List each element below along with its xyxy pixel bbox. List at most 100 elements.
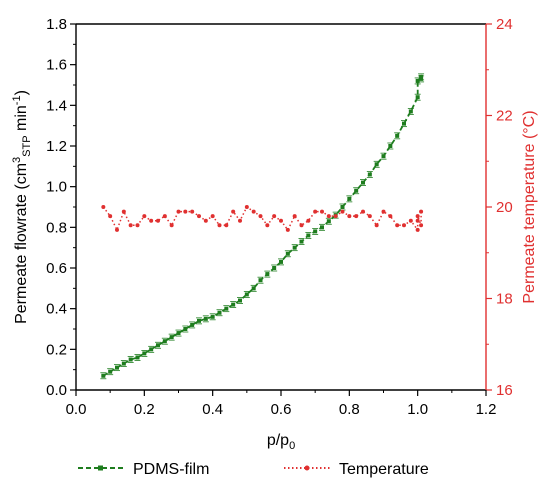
data-point-temperature	[101, 205, 106, 209]
data-point-temperature	[149, 218, 154, 223]
data-point-pdms-film	[395, 133, 400, 138]
data-point-temperature	[408, 218, 413, 223]
data-point-pdms-film	[419, 74, 424, 79]
legend-marker-pdms-film	[98, 465, 103, 471]
x-axis-label: p/p0	[267, 432, 295, 452]
y-right-axis-label: Permeate temperature (°C)	[521, 110, 538, 303]
data-point-temperature	[374, 223, 379, 228]
data-point-temperature	[326, 214, 331, 219]
data-point-pdms-film	[156, 343, 160, 348]
data-point-pdms-film	[285, 251, 290, 256]
x-ticks: 0.0 0.2 0.4 0.6 0.8 1.0 1.2	[66, 390, 496, 418]
data-point-pdms-film	[142, 351, 147, 356]
series-layer	[100, 73, 425, 380]
data-point-temperature	[285, 227, 290, 232]
data-point-temperature	[169, 223, 174, 228]
data-point-pdms-film	[402, 121, 406, 126]
data-point-pdms-film	[292, 245, 297, 250]
data-point-temperature	[162, 214, 167, 219]
data-point-pdms-film	[388, 144, 393, 148]
left-y-tick-label: 0.4	[46, 301, 67, 318]
data-point-pdms-film	[313, 229, 318, 234]
data-point-pdms-film	[354, 188, 359, 193]
data-point-temperature	[415, 218, 420, 223]
data-point-pdms-film	[320, 225, 324, 230]
data-point-temperature	[361, 209, 365, 214]
data-point-temperature	[244, 205, 249, 209]
data-point-temperature	[415, 227, 420, 232]
x-label-main: p/p	[267, 432, 289, 449]
data-point-temperature	[313, 209, 318, 214]
data-point-temperature	[419, 209, 424, 214]
right-y-tick-label: 22	[496, 108, 513, 125]
right-y-tick-label: 18	[496, 291, 513, 308]
legend: PDMS-film Temperature	[78, 461, 429, 478]
y-left-label-part-b: min	[13, 105, 30, 135]
data-point-pdms-film	[258, 278, 263, 283]
data-point-temperature	[347, 214, 352, 219]
data-point-temperature	[367, 214, 372, 219]
data-point-temperature	[121, 209, 126, 214]
data-point-pdms-film	[361, 180, 365, 185]
left-y-tick-label: 1.2	[46, 138, 67, 155]
plot-frame-group	[75, 23, 487, 391]
data-point-temperature	[265, 223, 270, 228]
data-point-temperature	[320, 209, 324, 214]
legend-label-temperature: Temperature	[339, 461, 429, 478]
legend-marker-temperature	[304, 465, 310, 471]
data-point-pdms-film	[169, 335, 174, 340]
left-y-tick-label: 0.8	[46, 219, 67, 236]
data-point-pdms-film	[238, 298, 242, 303]
data-point-temperature	[128, 223, 133, 228]
series-line-temperature	[102, 205, 422, 233]
data-point-pdms-film	[224, 306, 229, 311]
data-point-pdms-film	[121, 361, 126, 366]
y-left-label-sub: STP	[21, 135, 33, 156]
legend-label-pdms-film: PDMS-film	[133, 461, 209, 478]
data-point-temperature	[340, 209, 345, 214]
left-y-tick-label: 0.0	[46, 382, 67, 399]
data-point-temperature	[258, 214, 263, 219]
data-point-pdms-film	[374, 162, 379, 167]
left-y-tick-label: 1.4	[46, 97, 67, 114]
data-point-pdms-film	[128, 357, 133, 362]
data-point-pdms-film	[347, 196, 352, 201]
data-point-pdms-film	[367, 172, 372, 177]
data-point-pdms-film	[408, 109, 413, 114]
right-y-ticks: 16 18 20 22 24	[486, 16, 513, 399]
data-point-temperature	[176, 209, 181, 214]
data-point-temperature	[419, 223, 424, 228]
y-left-label-sup1: 3	[11, 157, 23, 163]
series-line-pdms-film	[102, 74, 423, 377]
x-tick-label: 0.6	[271, 401, 292, 418]
data-point-pdms-film	[279, 259, 283, 264]
data-point-temperature	[142, 214, 147, 219]
data-point-temperature	[292, 214, 297, 219]
data-point-temperature	[272, 214, 277, 219]
y-left-label-part-c: )	[13, 90, 30, 95]
data-point-temperature	[203, 218, 208, 223]
data-point-temperature	[115, 227, 119, 232]
data-point-pdms-film	[149, 347, 154, 352]
data-point-pdms-film	[162, 339, 167, 344]
data-point-pdms-film	[217, 310, 222, 315]
data-point-temperature	[135, 223, 140, 228]
data-point-pdms-film	[231, 302, 236, 307]
legend-entry-pdms-film: PDMS-film	[78, 461, 209, 478]
data-point-temperature	[197, 214, 201, 219]
data-point-temperature	[381, 209, 386, 214]
data-point-pdms-film	[101, 373, 106, 378]
y-left-axis-label: Permeate flowrate (cm3STP min-1)	[11, 90, 33, 324]
data-point-temperature	[415, 214, 420, 219]
data-point-temperature	[251, 209, 256, 214]
data-point-pdms-film	[272, 266, 277, 270]
left-y-tick-label: 1.8	[46, 16, 67, 33]
data-point-pdms-film	[244, 292, 249, 297]
data-point-temperature	[402, 223, 406, 228]
data-point-pdms-film	[326, 219, 331, 224]
data-point-pdms-film	[190, 322, 195, 327]
data-point-temperature	[156, 218, 160, 223]
y-left-label-sup2: -1	[11, 95, 23, 105]
data-point-pdms-film	[415, 95, 420, 100]
